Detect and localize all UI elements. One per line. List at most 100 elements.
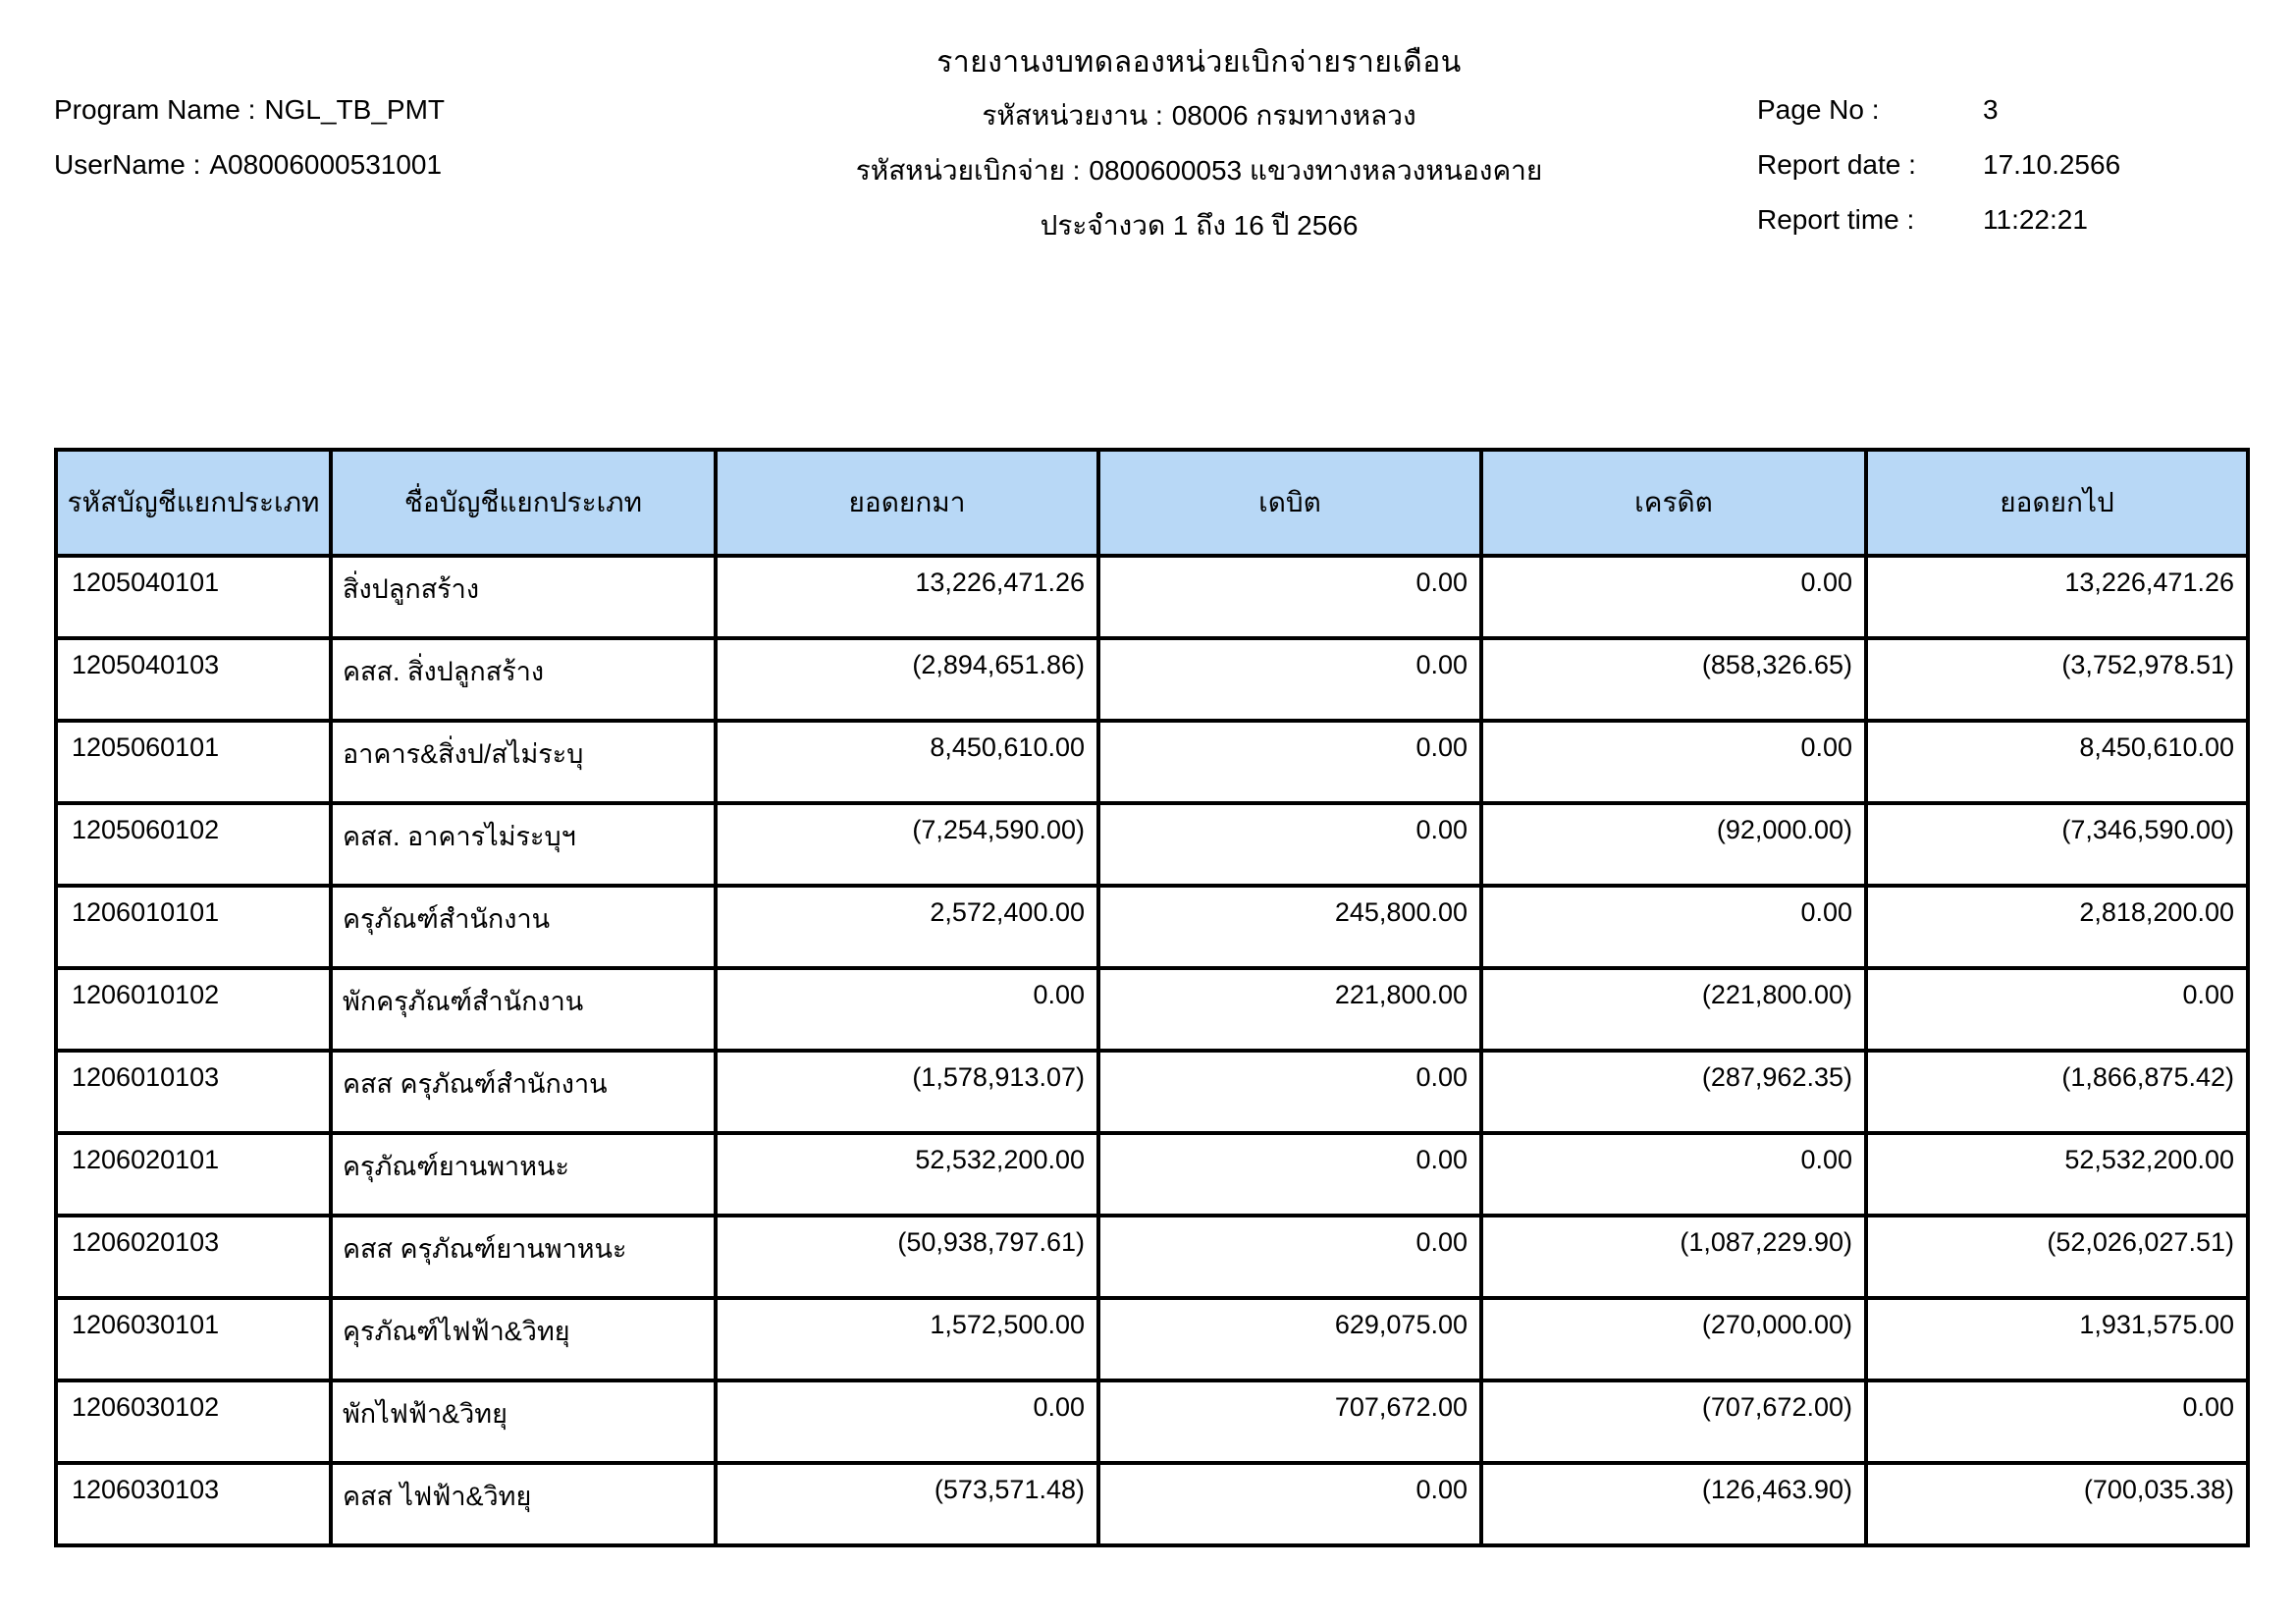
report-time-value: 11:22:21	[1983, 204, 2088, 235]
cell-carry-forward: 0.00	[714, 966, 1100, 1053]
cell-carry-forward: (50,938,797.61)	[714, 1214, 1100, 1300]
table-row: 1206010103 คสส ครุภัณฑ์สำนักงาน (1,578,913…	[54, 1049, 2250, 1135]
cell-credit: (221,800.00)	[1479, 966, 1868, 1053]
cell-debit: 221,800.00	[1096, 966, 1483, 1053]
cell-balance-forward: (7,346,590.00)	[1864, 801, 2250, 888]
page-no-value: 3	[1983, 94, 1999, 125]
cell-account-name: คสส. อาคารไม่ระบุฯ	[329, 801, 718, 888]
cell-balance-forward: (700,035.38)	[1864, 1461, 2250, 1547]
table-body: 1205040101 สิ่งปลูกสร้าง 13,226,471.26 0.00…	[54, 554, 2250, 1547]
cell-account-code: 1205040103	[54, 636, 333, 723]
cell-carry-forward: 13,226,471.26	[714, 554, 1100, 640]
report-date-label: Report date :	[1757, 149, 1916, 180]
cell-carry-forward: (573,571.48)	[714, 1461, 1100, 1547]
cell-account-name: อาคาร&สิ่งป/สไม่ระบุ	[329, 719, 718, 805]
cell-credit: 0.00	[1479, 554, 1868, 640]
cell-debit: 0.00	[1096, 719, 1483, 805]
cell-credit: (126,463.90)	[1479, 1461, 1868, 1547]
cell-balance-forward: 2,818,200.00	[1864, 884, 2250, 970]
report-time-label: Report time :	[1757, 204, 1915, 235]
cell-account-code: 1206030101	[54, 1296, 333, 1382]
cell-credit: (270,000.00)	[1479, 1296, 1868, 1382]
cell-account-code: 1206010102	[54, 966, 333, 1053]
cell-balance-forward: 1,931,575.00	[1864, 1296, 2250, 1382]
cell-account-code: 1206020101	[54, 1131, 333, 1217]
col-header-balance-forward: ยอดยกไป	[1864, 448, 2250, 558]
cell-credit: (858,326.65)	[1479, 636, 1868, 723]
cell-account-code: 1206010103	[54, 1049, 333, 1135]
cell-account-name: ครุภัณฑ์สำนักงาน	[329, 884, 718, 970]
cell-debit: 0.00	[1096, 1214, 1483, 1300]
cell-balance-forward: (1,866,875.42)	[1864, 1049, 2250, 1135]
table-row: 1206010101 ครุภัณฑ์สำนักงาน 2,572,400.00 24…	[54, 884, 2250, 970]
cell-balance-forward: 0.00	[1864, 1379, 2250, 1465]
cell-carry-forward: (7,254,590.00)	[714, 801, 1100, 888]
username-line: UserName : A08006000531001	[54, 149, 442, 181]
program-name-label: Program Name :	[54, 94, 256, 125]
cell-debit: 0.00	[1096, 1049, 1483, 1135]
username-label: UserName :	[54, 149, 201, 180]
cell-account-code: 1205060101	[54, 719, 333, 805]
cell-carry-forward: 52,532,200.00	[714, 1131, 1100, 1217]
cell-carry-forward: (1,578,913.07)	[714, 1049, 1100, 1135]
col-header-credit: เครดิต	[1479, 448, 1868, 558]
cell-account-code: 1206020103	[54, 1214, 333, 1300]
cell-account-name: คุรภัณฑ์ไฟฟ้า&วิทยุ	[329, 1296, 718, 1382]
table-row: 1205060102 คสส. อาคารไม่ระบุฯ (7,254,590.0…	[54, 801, 2250, 888]
cell-debit: 245,800.00	[1096, 884, 1483, 970]
period-line: ประจำงวด 1 ถึง 16 ปี 2566	[1040, 210, 1359, 241]
table-row: 1206030103 คสส ไฟฟ้า&วิทยุ (573,571.48) 0.0…	[54, 1461, 2250, 1547]
cell-carry-forward: 8,450,610.00	[714, 719, 1100, 805]
col-header-carry-forward: ยอดยกมา	[714, 448, 1100, 558]
page-no-label: Page No :	[1757, 94, 1880, 125]
cell-credit: (287,962.35)	[1479, 1049, 1868, 1135]
cell-account-name: คสส ครุภัณฑ์ยานพาหนะ	[329, 1214, 718, 1300]
table-header: รหัสบัญชีแยกประเภท ชื่อบัญชีแยกประเภท ยอ…	[54, 448, 2250, 558]
table-row: 1205040103 คสส. สิ่งปลูกสร้าง (2,894,651.8…	[54, 636, 2250, 723]
cell-account-code: 1206030102	[54, 1379, 333, 1465]
cell-debit: 629,075.00	[1096, 1296, 1483, 1382]
page-no-line: Page No : 3	[1757, 94, 1999, 126]
col-header-account-code: รหัสบัญชีแยกประเภท	[54, 448, 333, 558]
cell-account-code: 1205060102	[54, 801, 333, 888]
cell-account-name: คสส. สิ่งปลูกสร้าง	[329, 636, 718, 723]
cell-debit: 0.00	[1096, 1131, 1483, 1217]
cell-credit: (92,000.00)	[1479, 801, 1868, 888]
col-header-debit: เดบิต	[1096, 448, 1483, 558]
table-row: 1206020103 คสส ครุภัณฑ์ยานพาหนะ (50,938,79…	[54, 1214, 2250, 1300]
cell-debit: 0.00	[1096, 636, 1483, 723]
cell-carry-forward: (2,894,651.86)	[714, 636, 1100, 723]
agency-label: รหัสหน่วยงาน :	[982, 100, 1163, 131]
col-header-account-name: ชื่อบัญชีแยกประเภท	[329, 448, 718, 558]
cell-account-name: ครุภัณฑ์ยานพาหนะ	[329, 1131, 718, 1217]
report-date-line: Report date : 17.10.2566	[1757, 149, 2120, 181]
cell-account-name: สิ่งปลูกสร้าง	[329, 554, 718, 640]
table-row: 1206030102 พักไฟฟ้า&วิทยุ 0.00 707,672.00 (7…	[54, 1379, 2250, 1465]
agency-value: 08006 กรมทางหลวง	[1171, 100, 1416, 131]
cell-debit: 707,672.00	[1096, 1379, 1483, 1465]
cell-account-name: พักไฟฟ้า&วิทยุ	[329, 1379, 718, 1465]
table-row: 1206030101 คุรภัณฑ์ไฟฟ้า&วิทยุ 1,572,500.0…	[54, 1296, 2250, 1382]
report-title: รายงานงบทดลองหน่วยเบิกจ่ายรายเดือน	[936, 46, 1462, 79]
table-row: 1206020101 ครุภัณฑ์ยานพาหนะ 52,532,200.00 0…	[54, 1131, 2250, 1217]
cell-balance-forward: (3,752,978.51)	[1864, 636, 2250, 723]
cell-credit: 0.00	[1479, 884, 1868, 970]
trial-balance-table: รหัสบัญชีแยกประเภท ชื่อบัญชีแยกประเภท ยอ…	[54, 448, 2250, 1547]
cell-debit: 0.00	[1096, 1461, 1483, 1547]
table-row: 1205040101 สิ่งปลูกสร้าง 13,226,471.26 0.00…	[54, 554, 2250, 640]
cell-carry-forward: 2,572,400.00	[714, 884, 1100, 970]
cell-account-code: 1205040101	[54, 554, 333, 640]
cell-balance-forward: 52,532,200.00	[1864, 1131, 2250, 1217]
cell-account-name: คสส ไฟฟ้า&วิทยุ	[329, 1461, 718, 1547]
cell-account-name: คสส ครุภัณฑ์สำนักงาน	[329, 1049, 718, 1135]
cell-balance-forward: 13,226,471.26	[1864, 554, 2250, 640]
disbursement-unit-label: รหัสหน่วยเบิกจ่าย :	[855, 155, 1081, 186]
cell-balance-forward: 0.00	[1864, 966, 2250, 1053]
cell-credit: 0.00	[1479, 1131, 1868, 1217]
table-header-row: รหัสบัญชีแยกประเภท ชื่อบัญชีแยกประเภท ยอ…	[54, 448, 2250, 558]
agency-line: รหัสหน่วยงาน : 08006 กรมทางหลวง	[103, 94, 2295, 137]
cell-account-name: พักครุภัณฑ์สำนักงาน	[329, 966, 718, 1053]
table-row: 1206010102 พักครุภัณฑ์สำนักงาน 0.00 221,800…	[54, 966, 2250, 1053]
cell-credit: (707,672.00)	[1479, 1379, 1868, 1465]
